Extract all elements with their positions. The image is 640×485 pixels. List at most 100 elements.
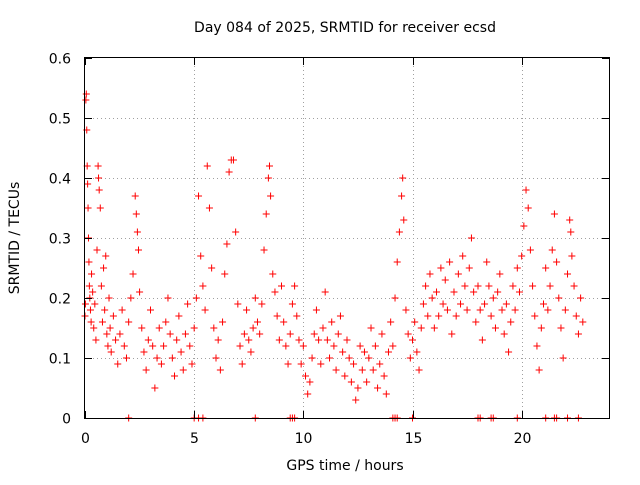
data-point bbox=[374, 384, 382, 392]
data-point bbox=[214, 336, 222, 344]
data-point bbox=[568, 252, 576, 260]
data-point bbox=[574, 330, 582, 338]
x-axis-label: GPS time / hours bbox=[286, 458, 403, 474]
data-point bbox=[395, 228, 403, 236]
data-point bbox=[269, 270, 277, 278]
data-point bbox=[151, 384, 159, 392]
data-point bbox=[446, 258, 454, 266]
axis-ticks: 0 0.1 0.2 0.3 0.4 0.5 0.6 0 5 10 15 20 bbox=[49, 52, 609, 447]
data-point bbox=[295, 336, 303, 344]
data-point bbox=[93, 246, 101, 254]
data-point bbox=[347, 378, 355, 386]
data-point bbox=[306, 378, 314, 386]
data-point bbox=[188, 360, 196, 368]
data-point bbox=[190, 324, 198, 332]
data-point bbox=[422, 282, 430, 290]
data-point bbox=[181, 330, 189, 338]
data-point bbox=[155, 324, 163, 332]
data-point bbox=[120, 342, 128, 350]
data-point bbox=[548, 246, 556, 254]
data-point bbox=[406, 354, 414, 362]
data-point bbox=[345, 354, 353, 362]
data-point bbox=[402, 306, 410, 314]
data-point bbox=[474, 282, 482, 290]
data-point bbox=[435, 312, 443, 320]
data-point bbox=[221, 270, 229, 278]
data-point bbox=[522, 186, 530, 194]
data-point bbox=[310, 330, 318, 338]
data-point bbox=[138, 324, 146, 332]
data-point bbox=[125, 318, 133, 326]
data-point bbox=[326, 354, 334, 362]
data-point bbox=[157, 360, 165, 368]
data-point bbox=[457, 300, 465, 308]
data-point bbox=[118, 306, 126, 314]
y-axis-label: SRMTID / TECUs bbox=[7, 182, 23, 295]
data-point bbox=[452, 312, 460, 320]
y-tick-label: 0.1 bbox=[49, 352, 71, 368]
data-point bbox=[142, 366, 150, 374]
data-point bbox=[360, 348, 368, 356]
data-point bbox=[197, 252, 205, 260]
x-tick-label: 20 bbox=[514, 431, 532, 447]
data-point bbox=[199, 282, 207, 290]
data-point bbox=[450, 288, 458, 296]
data-point bbox=[85, 282, 93, 290]
y-tick-label: 0.2 bbox=[49, 292, 71, 308]
data-point bbox=[424, 312, 432, 320]
data-point bbox=[529, 282, 537, 290]
data-point bbox=[409, 336, 416, 344]
data-point bbox=[411, 318, 419, 326]
data-point bbox=[384, 348, 392, 356]
data-point bbox=[356, 342, 364, 350]
data-point bbox=[465, 264, 473, 272]
data-point bbox=[321, 288, 329, 296]
data-point bbox=[561, 306, 569, 314]
data-points bbox=[81, 90, 587, 422]
data-point bbox=[341, 372, 349, 380]
data-point bbox=[262, 210, 270, 218]
data-point bbox=[332, 366, 340, 374]
data-point bbox=[317, 360, 325, 368]
data-point bbox=[96, 204, 104, 212]
data-point bbox=[454, 270, 462, 278]
data-point bbox=[555, 294, 563, 302]
y-tick-label: 0.5 bbox=[49, 112, 71, 128]
data-point bbox=[216, 366, 224, 374]
data-point bbox=[129, 270, 137, 278]
data-point bbox=[144, 336, 152, 344]
data-point bbox=[494, 288, 502, 296]
data-point bbox=[511, 306, 519, 314]
data-point bbox=[557, 324, 565, 332]
chart-title: Day 084 of 2025, SRMTID for receiver ecs… bbox=[194, 20, 496, 36]
data-point bbox=[483, 258, 491, 266]
data-point bbox=[131, 192, 139, 200]
data-point bbox=[334, 330, 342, 338]
x-tick-label: 15 bbox=[405, 431, 423, 447]
data-point bbox=[417, 324, 425, 332]
data-point bbox=[149, 342, 157, 350]
data-point bbox=[278, 282, 285, 290]
data-point bbox=[258, 300, 266, 308]
data-point bbox=[243, 306, 251, 314]
data-point bbox=[330, 342, 338, 350]
data-point bbox=[564, 270, 572, 278]
data-point bbox=[103, 330, 111, 338]
data-point bbox=[265, 162, 273, 170]
data-point bbox=[546, 282, 554, 290]
data-point bbox=[413, 348, 421, 356]
data-point bbox=[168, 354, 176, 362]
data-point bbox=[92, 336, 100, 344]
data-point bbox=[225, 168, 233, 176]
data-point bbox=[393, 258, 401, 266]
data-point bbox=[540, 300, 547, 308]
data-point bbox=[470, 288, 478, 296]
data-point bbox=[273, 312, 281, 320]
y-tick-label: 0.4 bbox=[49, 172, 71, 188]
data-point bbox=[98, 318, 106, 326]
data-point bbox=[175, 312, 183, 320]
data-point bbox=[280, 318, 288, 326]
data-point bbox=[267, 192, 275, 200]
data-point bbox=[133, 228, 141, 236]
